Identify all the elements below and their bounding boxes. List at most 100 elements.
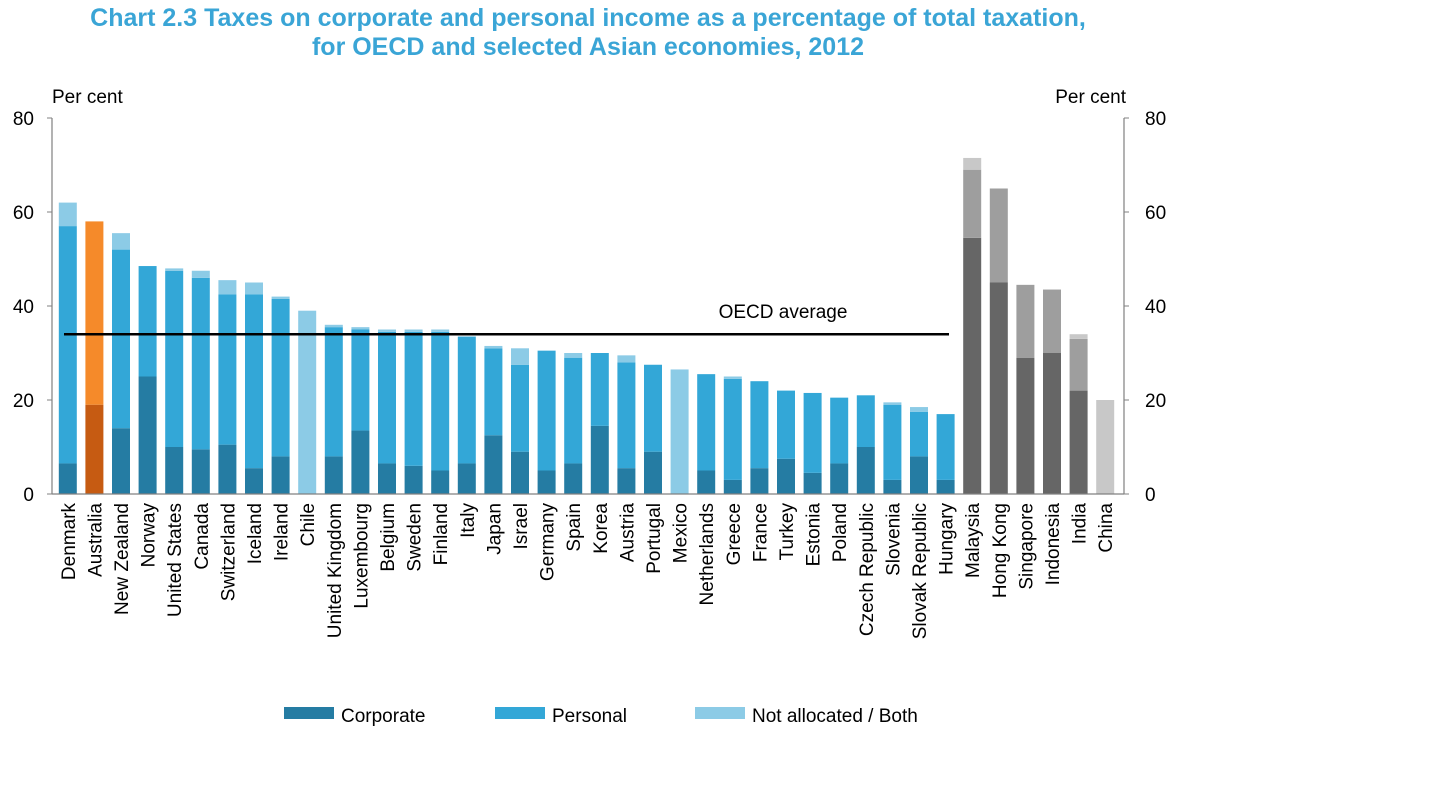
bar-poland-personal bbox=[830, 397, 849, 464]
bar-slovenia-corporate bbox=[883, 479, 902, 494]
bar-chile-not-allocated bbox=[298, 310, 317, 494]
bar-netherlands-personal bbox=[697, 374, 716, 471]
bar-slovak-republic-not-allocated bbox=[910, 407, 928, 412]
category-label-spain: Spain bbox=[564, 503, 585, 552]
bar-denmark-not-allocated bbox=[58, 202, 77, 227]
category-label-canada: Canada bbox=[192, 503, 213, 570]
right-tick-label: 40 bbox=[1145, 297, 1166, 318]
category-label-korea: Korea bbox=[591, 503, 612, 554]
bar-hungary-personal bbox=[936, 414, 955, 480]
bar-luxembourg-personal bbox=[351, 329, 370, 431]
bar-denmark-corporate bbox=[58, 463, 77, 494]
bar-new-zealand-personal bbox=[112, 249, 130, 429]
bar-austria-not-allocated bbox=[617, 355, 636, 363]
bar-finland-personal bbox=[431, 331, 450, 471]
bar-slovak-republic-personal bbox=[910, 411, 928, 457]
bar-indonesia-personal bbox=[1043, 289, 1061, 353]
bar-turkey-personal bbox=[777, 390, 795, 459]
bar-india-corporate bbox=[1069, 390, 1088, 494]
bar-ireland-personal bbox=[271, 298, 290, 457]
bar-italy-personal bbox=[457, 336, 476, 464]
category-label-belgium: Belgium bbox=[378, 503, 399, 572]
bar-slovenia-not-allocated bbox=[883, 402, 902, 405]
category-label-hong-kong: Hong Kong bbox=[990, 503, 1011, 598]
bar-czech-republic-corporate bbox=[856, 447, 875, 494]
category-label-greece: Greece bbox=[724, 503, 745, 565]
legend-label-corporate: Corporate bbox=[341, 706, 426, 727]
category-label-united-kingdom: United Kingdom bbox=[325, 503, 346, 638]
bar-indonesia-corporate bbox=[1043, 353, 1061, 494]
bar-greece-personal bbox=[723, 378, 742, 480]
category-label-hungary: Hungary bbox=[937, 503, 958, 575]
category-label-estonia: Estonia bbox=[804, 503, 825, 567]
category-label-austria: Austria bbox=[617, 503, 638, 563]
bar-italy-corporate bbox=[457, 463, 476, 494]
right-tick-label: 0 bbox=[1145, 485, 1156, 506]
bars bbox=[58, 157, 1115, 494]
category-label-iceland: Iceland bbox=[245, 503, 266, 564]
category-label-poland: Poland bbox=[830, 503, 851, 562]
bar-hong-kong-corporate bbox=[989, 282, 1008, 494]
legend-swatch-personal bbox=[495, 707, 545, 719]
bar-switzerland-not-allocated bbox=[218, 280, 237, 295]
bar-switzerland-corporate bbox=[218, 444, 237, 494]
category-label-malaysia: Malaysia bbox=[963, 503, 984, 578]
right-tick-label: 80 bbox=[1145, 109, 1166, 130]
bar-malaysia-corporate bbox=[963, 237, 982, 494]
legend: Corporate Personal Not allocated / Both bbox=[284, 706, 918, 727]
bar-germany-corporate bbox=[537, 470, 556, 494]
bar-israel-not-allocated bbox=[511, 348, 529, 365]
category-label-italy: Italy bbox=[458, 503, 479, 538]
bar-luxembourg-not-allocated bbox=[351, 327, 370, 330]
legend-swatch-not-allocated bbox=[695, 707, 745, 719]
bar-netherlands-corporate bbox=[697, 470, 716, 494]
category-label-china: China bbox=[1096, 503, 1117, 553]
bar-japan-personal bbox=[484, 348, 503, 436]
bar-iceland-corporate bbox=[245, 468, 263, 494]
category-label-japan: Japan bbox=[484, 503, 505, 555]
category-label-sweden: Sweden bbox=[405, 503, 426, 572]
category-label-israel: Israel bbox=[511, 503, 532, 549]
bar-china-not-allocated bbox=[1096, 400, 1115, 494]
bar-japan-corporate bbox=[484, 435, 503, 494]
bar-canada-not-allocated bbox=[191, 270, 210, 278]
left-tick-label: 0 bbox=[23, 485, 34, 506]
bar-turkey-corporate bbox=[777, 458, 795, 494]
category-label-denmark: Denmark bbox=[59, 503, 80, 581]
bar-korea-corporate bbox=[590, 425, 609, 494]
category-label-netherlands: Netherlands bbox=[697, 503, 718, 605]
left-tick-label: 20 bbox=[13, 391, 34, 412]
bar-austria-personal bbox=[617, 362, 636, 469]
category-labels: Denmark Australia New Zealand Norway United … bbox=[59, 503, 1117, 640]
bar-japan-not-allocated bbox=[484, 345, 503, 349]
bar-norway-corporate bbox=[138, 376, 157, 494]
bar-singapore-personal bbox=[1016, 284, 1035, 358]
bar-sweden-corporate bbox=[404, 465, 423, 494]
category-label-chile: Chile bbox=[298, 503, 319, 546]
bar-slovak-republic-corporate bbox=[910, 456, 928, 494]
category-label-germany: Germany bbox=[538, 503, 559, 582]
category-label-portugal: Portugal bbox=[644, 503, 665, 574]
bar-australia-personal bbox=[85, 221, 104, 405]
category-label-australia: Australia bbox=[85, 503, 106, 577]
left-axis-ticks: 0 20 40 60 80 bbox=[13, 109, 52, 506]
bar-india-personal bbox=[1069, 338, 1088, 391]
left-tick-label: 40 bbox=[13, 297, 34, 318]
right-tick-label: 60 bbox=[1145, 203, 1166, 224]
bar-united-kingdom-not-allocated bbox=[324, 324, 343, 328]
category-label-india: India bbox=[1070, 503, 1091, 545]
category-label-indonesia: Indonesia bbox=[1043, 503, 1064, 586]
bar-denmark-personal bbox=[58, 226, 77, 464]
category-label-switzerland: Switzerland bbox=[218, 503, 239, 601]
bar-finland-not-allocated bbox=[431, 329, 450, 332]
bar-belgium-personal bbox=[378, 331, 396, 464]
category-label-singapore: Singapore bbox=[1016, 503, 1037, 590]
bar-iceland-not-allocated bbox=[245, 282, 263, 295]
bar-portugal-corporate bbox=[644, 451, 662, 494]
category-label-finland: Finland bbox=[431, 503, 452, 565]
bar-norway-personal bbox=[138, 266, 157, 377]
legend-swatch-corporate bbox=[284, 707, 334, 719]
bar-france-corporate bbox=[750, 468, 769, 494]
bar-sweden-personal bbox=[404, 331, 423, 466]
